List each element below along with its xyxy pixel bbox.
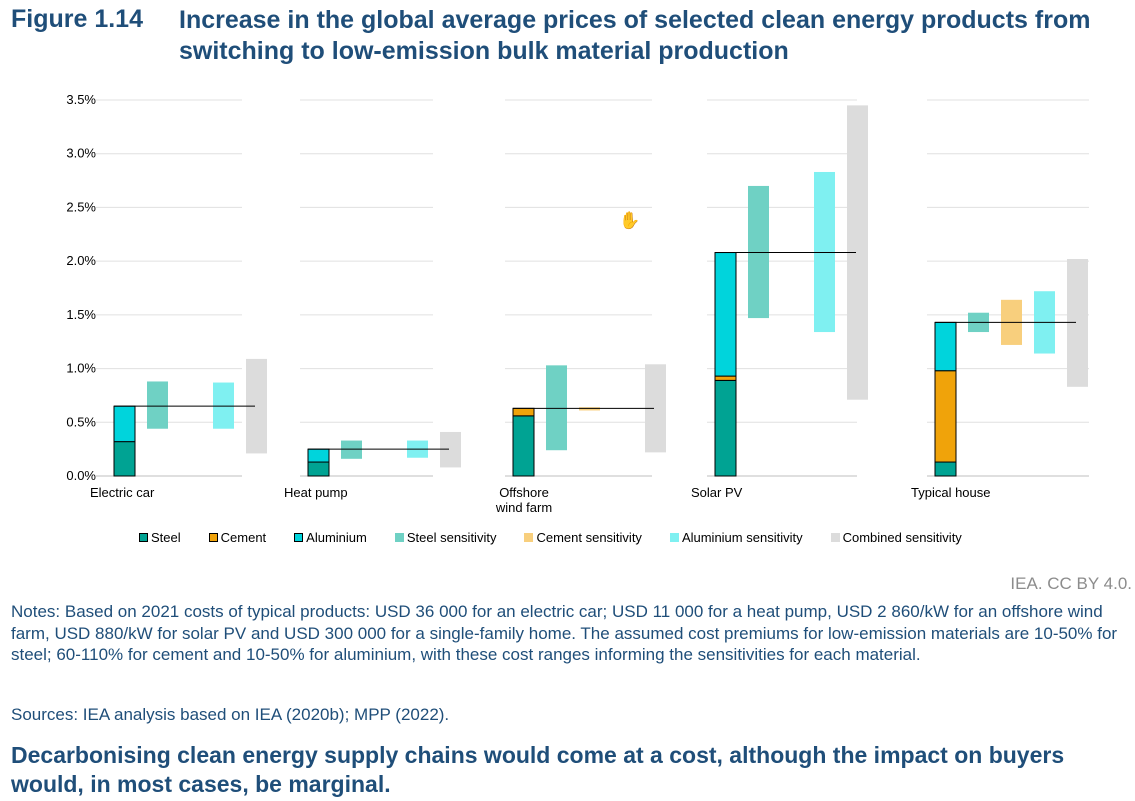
stacked-bar-segment — [113, 405, 136, 443]
legend-label: Steel sensitivity — [406, 530, 497, 545]
chart-legend: Steel Cement Aluminium Steel sensitivity Cem… — [139, 530, 990, 545]
legend-label: Cement — [220, 530, 267, 545]
legend-label: Cement sensitivity — [536, 530, 642, 545]
legend-item: Aluminium — [294, 530, 367, 545]
sensitivity-bar — [147, 381, 168, 429]
legend-swatch — [139, 533, 148, 542]
stacked-bar-segment — [714, 375, 737, 381]
legend-label: Aluminium — [306, 530, 367, 545]
y-tick-label: 1.5% — [66, 307, 96, 322]
sensitivity-bar — [246, 358, 267, 454]
stacked-bar-segment — [307, 448, 330, 463]
y-tick-label: 0.0% — [66, 468, 96, 483]
legend-swatch — [294, 533, 304, 542]
sensitivity-bar — [645, 364, 666, 453]
hand-pointer-icon: ✋ — [619, 211, 641, 230]
stacked-bar-segment — [714, 252, 737, 377]
sensitivity-bar — [546, 365, 567, 451]
legend-item: Cement sensitivity — [524, 530, 642, 545]
legend-label: Combined sensitivity — [842, 530, 962, 545]
sensitivity-bar — [440, 431, 461, 468]
sensitivity-bar — [579, 407, 600, 411]
stacked-bar-segment — [934, 321, 957, 372]
category-label: Offshore — [499, 485, 549, 500]
category-label: Solar PV — [691, 485, 743, 500]
y-tick-label: 3.0% — [66, 146, 96, 161]
chart: 0.0% 0.5% 1.0% 1.5% 2.0% 2.5% 3.0% 3.5% Electric… — [66, 92, 1089, 515]
category-label: Electric car — [90, 485, 155, 500]
stacked-bar-segment — [113, 441, 136, 477]
stacked-bar-segment — [512, 407, 535, 417]
y-tick-label: 2.5% — [66, 199, 96, 214]
sensitivity-bar — [847, 105, 868, 400]
credit-text: IEA. CC BY 4.0. — [1010, 574, 1132, 593]
legend-swatch — [208, 533, 218, 542]
stacked-bar-segment — [934, 370, 957, 463]
sensitivity-bar — [748, 185, 769, 319]
legend-swatch — [669, 533, 679, 542]
category-label: Typical house — [911, 485, 991, 500]
legend-swatch — [394, 533, 404, 542]
legend-label: Aluminium sensitivity — [681, 530, 803, 545]
legend-swatch — [524, 533, 534, 542]
figure-title: Increase in the global average prices of… — [179, 6, 1091, 65]
sensitivity-bar — [341, 440, 362, 459]
y-tick-label: 0.5% — [66, 414, 96, 429]
y-tick-label: 3.5% — [66, 92, 96, 107]
legend-item: Cement — [208, 530, 267, 545]
legend-item: Steel — [139, 530, 181, 545]
takeaway-text: Decarbonising clean energy supply chains… — [11, 742, 1065, 797]
y-tick-label: 2.0% — [66, 253, 96, 268]
legend-item: Aluminium sensitivity — [669, 530, 803, 545]
notes-text: Notes: Based on 2021 costs of typical pr… — [11, 602, 1118, 664]
sensitivity-bar — [814, 171, 835, 333]
legend-swatch — [830, 533, 840, 542]
sources-text: Sources: IEA analysis based on IEA (2020… — [11, 705, 450, 724]
stacked-bar-segment — [512, 415, 535, 477]
legend-item: Steel sensitivity — [394, 530, 497, 545]
category-label: Heat pump — [284, 485, 348, 500]
y-tick-label: 1.0% — [66, 361, 96, 376]
stacked-bar-segment — [714, 379, 737, 477]
sensitivity-bar — [1067, 258, 1088, 387]
stacked-bar-segment — [934, 461, 957, 477]
figure-label: Figure 1.14 — [11, 5, 143, 33]
legend-label: Steel — [151, 530, 181, 545]
stacked-bar-segment — [307, 461, 330, 477]
legend-item: Combined sensitivity — [830, 530, 962, 545]
category-label: wind farm — [495, 500, 552, 515]
sensitivity-bar — [213, 382, 234, 429]
